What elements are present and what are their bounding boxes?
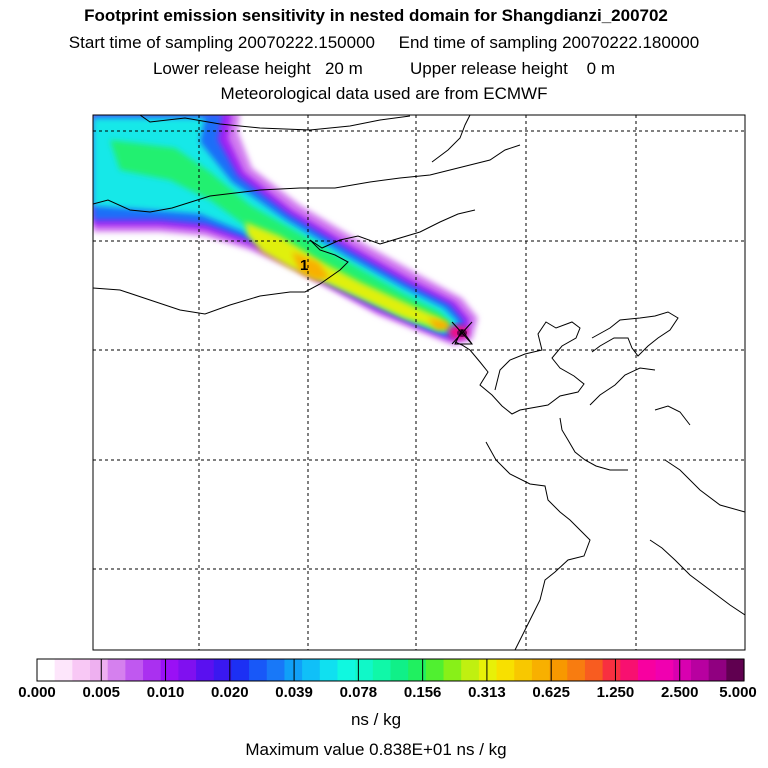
colorbar-swatch	[390, 659, 409, 681]
colorbar-swatch	[673, 659, 692, 681]
colorbar-swatch	[549, 659, 568, 681]
maximum-value: Maximum value 0.838E+01 ns / kg	[245, 740, 507, 759]
colorbar-swatch	[284, 659, 303, 681]
colorbar-swatch	[266, 659, 286, 681]
map-frame	[92, 114, 746, 651]
colorbar-tick-label: 0.156	[403, 684, 442, 701]
colorbar-swatch	[620, 659, 639, 681]
colorbar-swatch	[584, 659, 604, 681]
colorbar-swatch	[54, 659, 73, 681]
grid-lines	[93, 115, 745, 650]
colorbar-swatch	[355, 659, 374, 681]
colorbar-tick-label: 1.250	[596, 684, 635, 701]
colorbar-swatch	[567, 659, 586, 681]
colorbar-tick-label: 0.000	[18, 684, 56, 701]
colorbar-swatch	[302, 659, 321, 681]
colorbar-swatch	[372, 659, 392, 681]
colorbar-swatch	[90, 659, 109, 681]
colorbar-swatch	[726, 659, 745, 681]
colorbar-swatch	[461, 659, 480, 681]
colorbar-swatch	[514, 659, 533, 681]
colorbar-swatch	[160, 659, 180, 681]
release-height-line: Lower release height 20 m Upper release …	[152, 59, 616, 78]
colorbar-swatch	[496, 659, 515, 681]
colorbar-swatch	[143, 659, 162, 681]
colorbar-tick-label: 0.010	[146, 684, 185, 701]
colorbar-swatch	[478, 659, 498, 681]
plume-layer-green	[110, 140, 452, 330]
colorbar-unit: ns / kg	[350, 710, 402, 729]
colorbar-swatch	[249, 659, 268, 681]
colorbar-swatch	[637, 659, 657, 681]
colorbar-swatch	[443, 659, 462, 681]
colorbar-swatch	[125, 659, 144, 681]
colorbar-tick-label: 0.313	[468, 684, 506, 701]
plume-layer-yellow	[245, 222, 448, 328]
colorbar-swatch	[196, 659, 215, 681]
station-marker-label: 1	[300, 257, 308, 274]
colorbar-frame	[36, 658, 745, 682]
colorbar-swatch	[37, 659, 56, 681]
colorbar-swatch	[72, 659, 91, 681]
colorbar-swatch	[425, 659, 445, 681]
colorbar-swatch	[107, 659, 126, 681]
colorbar-swatch	[602, 659, 621, 681]
colorbar-swatch	[231, 659, 250, 681]
colorbar-tick-label: 0.020	[211, 684, 249, 701]
meteorological-data-line: Meteorological data used are from ECMWF	[220, 84, 548, 103]
colorbar-swatch	[319, 659, 339, 681]
colorbar-swatches	[37, 659, 745, 681]
colorbar-swatch	[408, 659, 427, 681]
colorbar-tick-label: 2.500	[660, 684, 699, 701]
colorbar-swatch	[178, 659, 197, 681]
colorbar-swatch	[337, 659, 356, 681]
colorbar-swatch	[708, 659, 727, 681]
colorbar-tick-label: 5.000	[719, 684, 757, 701]
receptor-marker	[451, 321, 473, 345]
colorbar-tick-label: 0.625	[532, 684, 570, 701]
colorbar-swatch	[655, 659, 674, 681]
colorbar-tick-label: 0.005	[82, 684, 121, 701]
coastlines	[93, 115, 745, 650]
map-title: Footprint emission sensitivity in nested…	[84, 6, 668, 25]
colorbar-swatch	[531, 659, 551, 681]
colorbar-swatch	[213, 659, 233, 681]
colorbar-swatch	[690, 659, 710, 681]
sampling-time-line: Start time of sampling 20070222.150000 E…	[68, 33, 700, 52]
colorbar-tick-label: 0.039	[275, 684, 313, 701]
colorbar-tick-label: 0.078	[339, 684, 378, 701]
